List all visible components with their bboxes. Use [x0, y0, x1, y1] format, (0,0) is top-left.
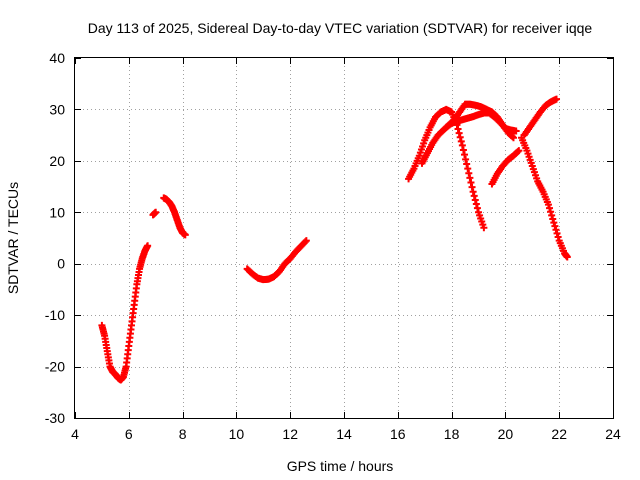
series-arc-7 [442, 109, 520, 135]
data-point [468, 183, 476, 191]
x-tick-label: 24 [605, 426, 621, 442]
data-point [508, 133, 516, 141]
series-arc-8 [488, 147, 523, 188]
x-tick-label: 16 [390, 426, 406, 442]
data-point [465, 169, 473, 177]
x-tick-label: 6 [125, 426, 133, 442]
data-point [470, 192, 478, 200]
series-arc-6 [418, 100, 517, 167]
data-point [462, 155, 470, 163]
y-tick-label: -20 [45, 359, 65, 375]
y-tick-label: 20 [49, 153, 65, 169]
data-point [549, 215, 557, 223]
y-tick-label: 0 [57, 256, 65, 272]
data-point [454, 125, 462, 133]
x-axis-title: GPS time / hours [287, 458, 394, 474]
x-tick-label: 14 [336, 426, 352, 442]
x-tick-label: 8 [179, 426, 187, 442]
chart-title: Day 113 of 2025, Sidereal Day-to-day VTE… [88, 20, 593, 36]
series-arc-3 [160, 194, 189, 239]
data-point [548, 211, 556, 219]
x-tick-label: 12 [282, 426, 298, 442]
x-tick-label: 18 [444, 426, 460, 442]
data-point [469, 188, 477, 196]
y-tick-label: -10 [45, 307, 65, 323]
data-point [553, 229, 561, 237]
y-tick-labels: -30 -20 -10 0 10 20 30 40 [45, 50, 65, 426]
data-point [181, 231, 189, 239]
axis-ticks [75, 58, 614, 419]
data-point [514, 148, 522, 156]
series-arc-1 [98, 242, 152, 384]
data-point [471, 196, 479, 204]
data-point [461, 151, 469, 159]
data-point [547, 208, 555, 216]
data-point [512, 127, 520, 135]
y-tick-label: 30 [49, 101, 65, 117]
data-point [473, 204, 481, 212]
data-point [455, 129, 463, 137]
x-tick-labels: 4 6 8 10 12 14 16 18 20 22 24 [71, 426, 621, 442]
plot-frame [74, 57, 614, 419]
x-tick-label: 4 [71, 426, 79, 442]
data-point [563, 253, 571, 261]
y-axis-title: SDTVAR / TECUs [5, 182, 21, 294]
x-tick-label: 10 [229, 426, 245, 442]
data-point [144, 242, 152, 250]
data-points [98, 95, 571, 384]
data-point [544, 201, 552, 209]
x-tick-label: 22 [551, 426, 567, 442]
data-point [152, 208, 160, 216]
data-point [553, 95, 561, 103]
data-point [301, 238, 309, 246]
series-arc-4 [243, 237, 310, 284]
x-tick-label: 20 [498, 426, 514, 442]
data-point [480, 224, 488, 232]
grid-lines [75, 58, 613, 418]
data-point [515, 147, 523, 155]
y-tick-label: 40 [49, 50, 65, 66]
data-point [458, 141, 466, 149]
data-point [457, 137, 465, 145]
data-point [456, 133, 464, 141]
data-point [467, 178, 475, 186]
data-point [472, 200, 480, 208]
data-point [550, 219, 558, 227]
series-arc-10 [518, 134, 571, 261]
series-arc-9 [520, 95, 561, 139]
y-tick-label: -30 [45, 410, 65, 426]
data-point [459, 146, 467, 154]
data-point [554, 233, 562, 241]
data-point [509, 134, 517, 142]
series-arc-5 [405, 105, 488, 232]
y-tick-label: 10 [49, 204, 65, 220]
data-point [464, 165, 472, 173]
data-point [552, 226, 560, 234]
data-point [463, 160, 471, 168]
series-arc-2 [149, 208, 160, 219]
data-point [546, 204, 554, 212]
data-point [551, 222, 559, 230]
data-point [302, 237, 310, 245]
data-point [466, 174, 474, 182]
